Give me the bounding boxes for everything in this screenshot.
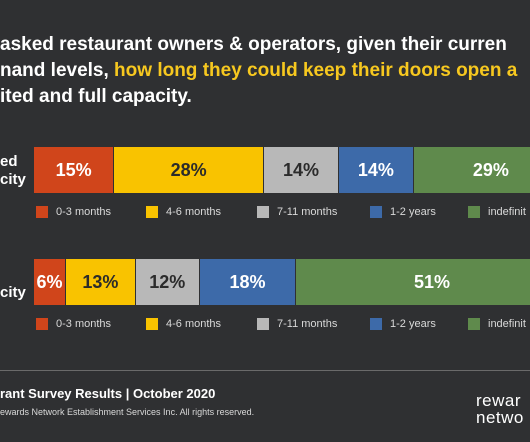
bar-segment-indefini: 51%	[296, 259, 530, 305]
headline-line-2-plain: nand levels,	[0, 60, 115, 81]
legend-swatch	[146, 206, 158, 218]
legend-label: 0-3 months	[56, 206, 112, 218]
legend-item: 4-6 months	[146, 316, 221, 332]
legend-row-2: 0-3 months 4-6 months 7-11 months 1-2 years…	[36, 316, 530, 332]
legend-item: 7-11 months	[257, 204, 337, 220]
bar-segment-1-2-years: 18%	[199, 259, 297, 305]
legend-swatch	[36, 206, 48, 218]
legend-swatch	[257, 318, 269, 330]
legend-swatch	[370, 318, 382, 330]
legend-swatch	[257, 206, 269, 218]
headline-highlight: how long they could keep their doors ope…	[114, 60, 518, 81]
stacked-bar-row-2: 6% 13% 12% 18% 51%	[34, 259, 530, 305]
logo-line-1: rewar	[476, 392, 522, 410]
row-label-1a: ed	[0, 153, 18, 170]
legend-item: 7-11 months	[257, 316, 337, 332]
legend-row-1: 0-3 months 4-6 months 7-11 months 1-2 years…	[36, 204, 530, 220]
footer-divider	[0, 370, 530, 371]
data-label: 14%	[282, 159, 319, 180]
stacked-bar-row-1: 15% 28% 14% 14% 29%	[34, 147, 530, 193]
legend-label: 7-11 months	[277, 206, 338, 218]
legend-swatch	[468, 206, 480, 218]
data-label: 51%	[414, 271, 451, 292]
data-label: 13%	[82, 271, 119, 292]
bar-segment-0-3-months: 6%	[34, 259, 67, 305]
legend-swatch	[36, 318, 48, 330]
headline-line-1: asked restaurant owners & operators, giv…	[0, 34, 507, 55]
legend-item: indefinit	[468, 204, 526, 220]
bar-segment-7-11-months: 14%	[264, 147, 339, 193]
legend-swatch	[146, 318, 158, 330]
data-label: 28%	[170, 159, 207, 180]
legend-item: 1-2 years	[370, 316, 436, 332]
bar-segment-7-11-months: 12%	[135, 259, 200, 305]
bar-segment-4-6-months: 28%	[114, 147, 265, 193]
data-label: 18%	[229, 271, 266, 292]
data-label: 15%	[55, 159, 92, 180]
legend-item: 0-3 months	[36, 316, 111, 332]
headline-line-2: nand levels, how long they could keep th…	[0, 58, 517, 83]
bar-segment-1-2-years: 14%	[338, 147, 414, 193]
legend-label: 0-3 months	[56, 318, 112, 330]
legend-label: 4-6 months	[166, 318, 222, 330]
row-label-1b: city	[0, 171, 26, 188]
legend-label: 4-6 months	[166, 206, 222, 218]
legend-swatch	[370, 206, 382, 218]
data-label: 14%	[357, 159, 394, 180]
footer-title: rant Survey Results | October 2020	[0, 386, 216, 401]
logo-line-2: netwo	[476, 408, 524, 427]
legend-label: 1-2 years	[390, 318, 436, 330]
bar-segment-indefini: 29%	[413, 147, 530, 193]
data-label: 6%	[36, 271, 63, 292]
row-label-2: city	[0, 284, 26, 301]
legend-item: 4-6 months	[146, 204, 221, 220]
headline-line-3: ited and full capacity.	[0, 86, 192, 107]
footer-copyright: ewards Network Establishment Services In…	[0, 407, 255, 417]
legend-item: 1-2 years	[370, 204, 436, 220]
bar-segment-4-6-months: 13%	[66, 259, 136, 305]
legend-label: 7-11 months	[277, 318, 338, 330]
legend-item: indefinit	[468, 316, 526, 332]
legend-label: indefinit	[488, 318, 526, 330]
data-label: 12%	[149, 271, 186, 292]
legend-label: 1-2 years	[390, 206, 436, 218]
data-label: 29%	[472, 159, 509, 180]
bar-segment-0-3-months: 15%	[34, 147, 115, 193]
legend-label: indefinit	[488, 206, 526, 218]
legend-item: 0-3 months	[36, 204, 111, 220]
rewards-network-logo: rewar netwo	[476, 392, 530, 428]
legend-swatch	[468, 318, 480, 330]
